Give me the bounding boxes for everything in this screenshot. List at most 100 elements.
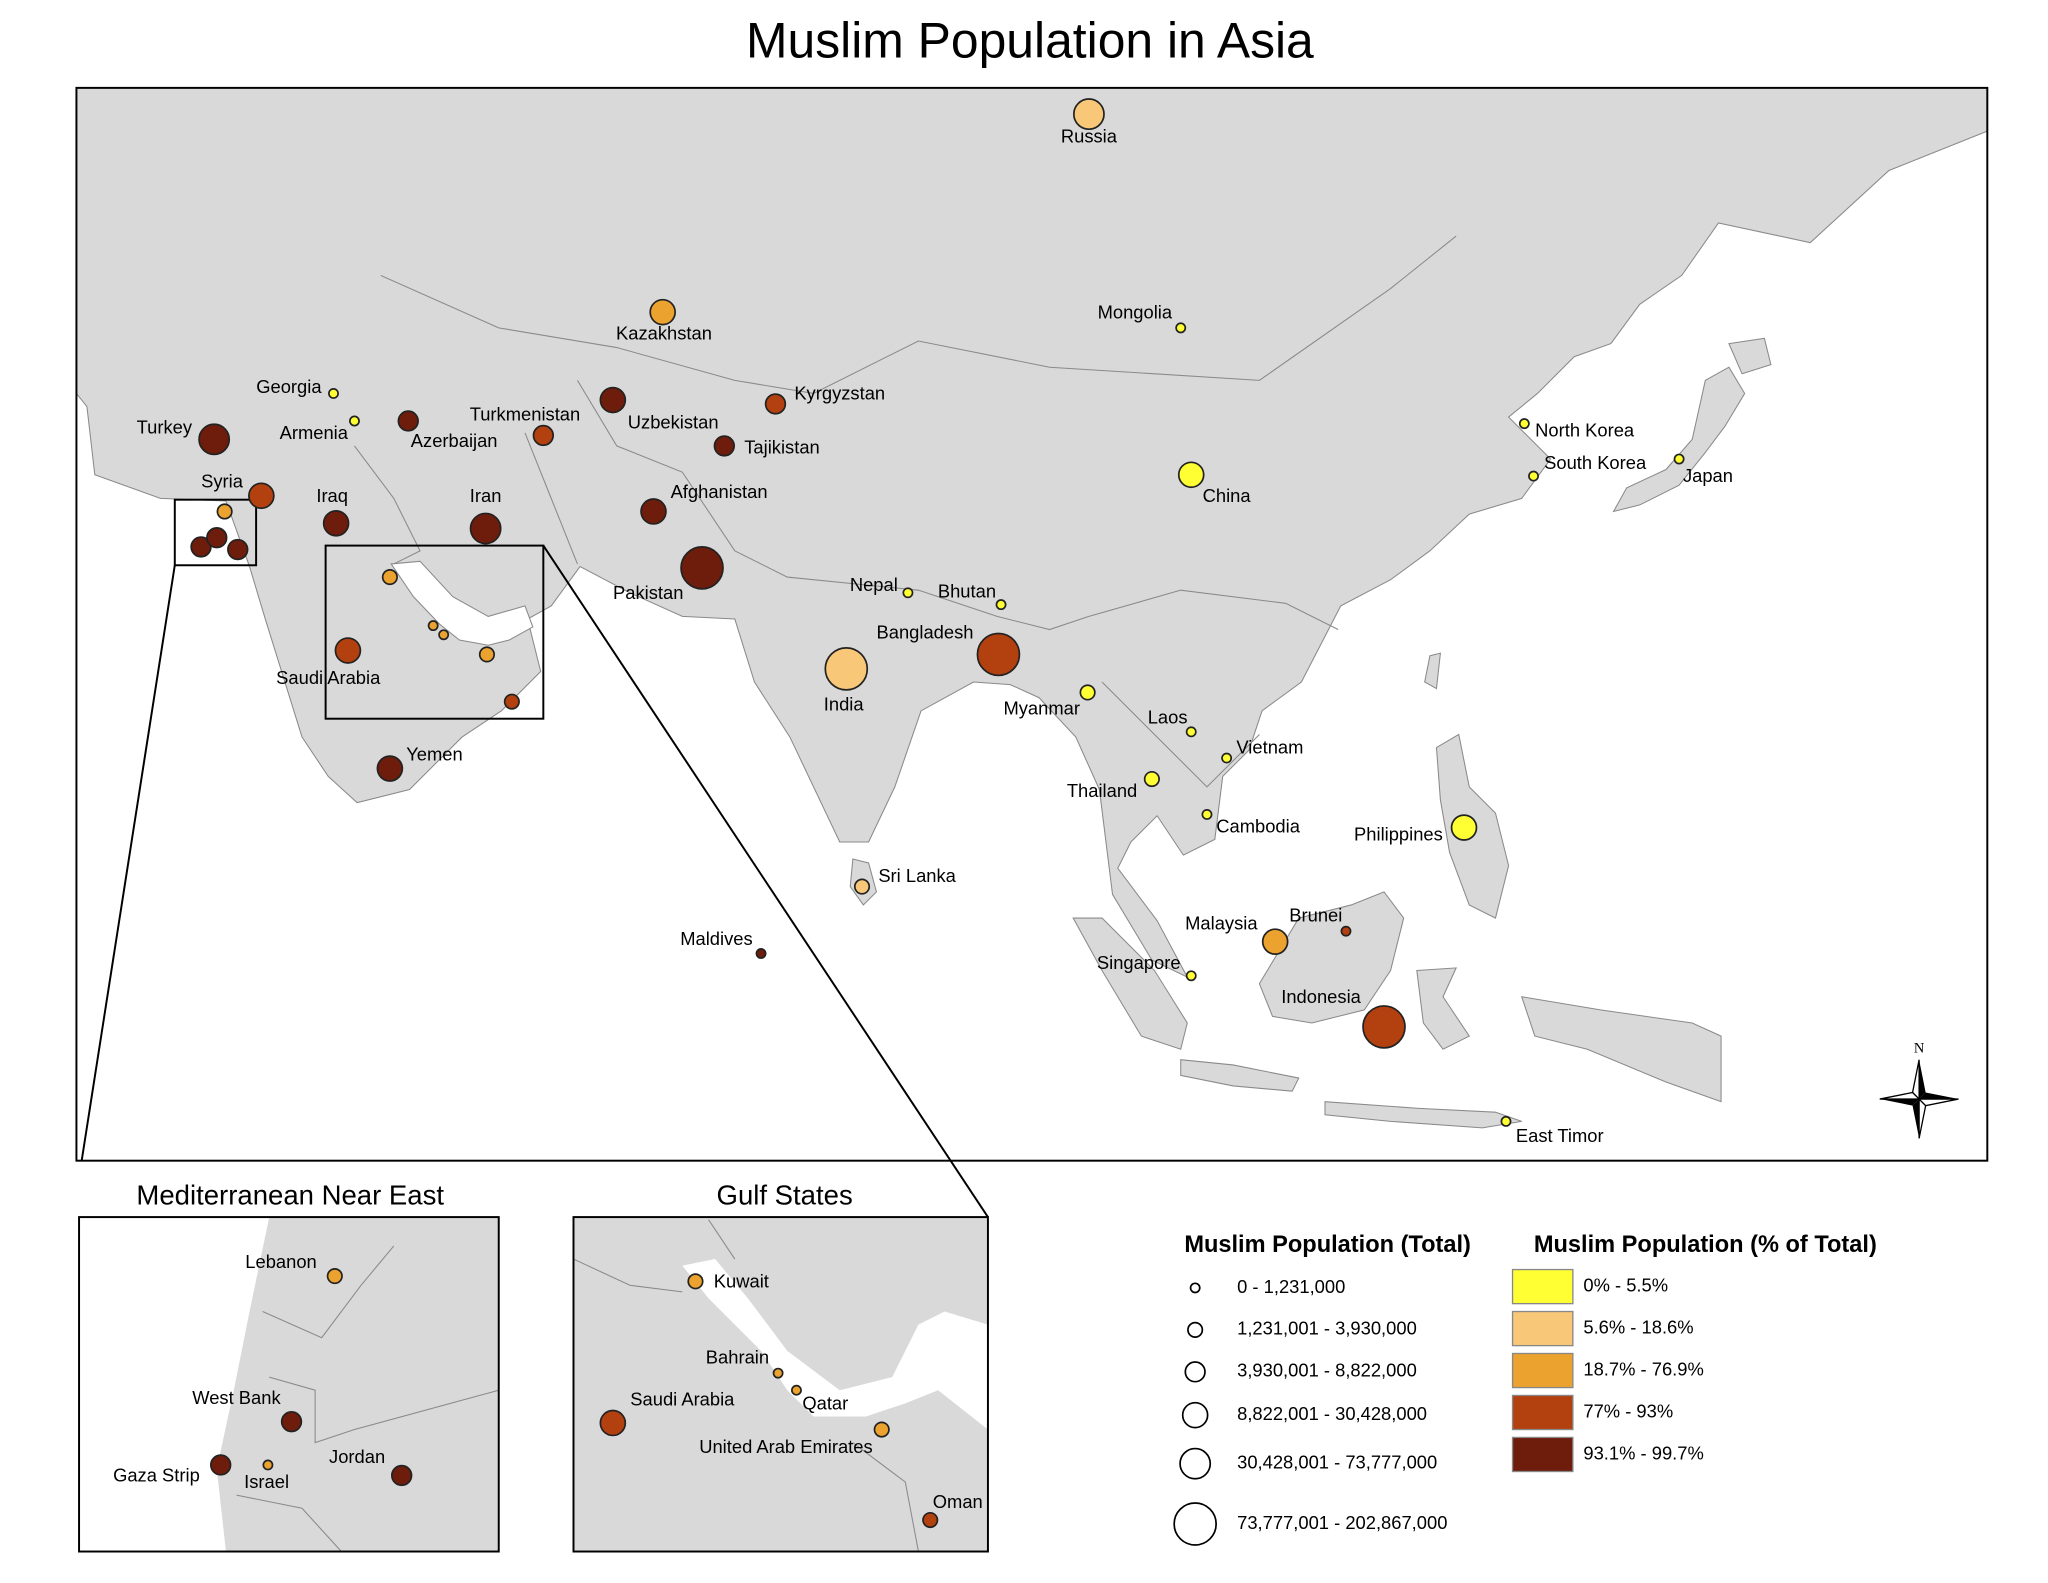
- border: [236, 1494, 342, 1552]
- sea: [79, 1217, 270, 1552]
- country-marker: [1450, 814, 1478, 841]
- country-marker: [599, 386, 627, 414]
- country-label: Bhutan: [938, 581, 996, 602]
- country-label: Kuwait: [714, 1271, 769, 1292]
- country-marker: [853, 878, 871, 895]
- country-marker: [902, 587, 914, 599]
- country-marker: [469, 512, 502, 545]
- leader-line: [80, 565, 176, 1161]
- compass-arrow: [1879, 1091, 1921, 1100]
- country-marker: [1221, 752, 1233, 764]
- country-marker: [1673, 453, 1685, 465]
- country-label: Israel: [244, 1471, 289, 1492]
- country-marker: [503, 693, 520, 710]
- country-marker: [427, 620, 439, 632]
- legend-swatch: [1511, 1268, 1574, 1305]
- sumatra: [1072, 917, 1188, 1050]
- country-marker: [599, 1409, 627, 1437]
- country-marker: [280, 1410, 303, 1433]
- country-marker: [1175, 322, 1187, 334]
- country-marker: [687, 1273, 704, 1290]
- country-label: Jordan: [329, 1446, 385, 1467]
- legend-swatch: [1511, 1394, 1574, 1431]
- legend-label: 3,930,001 - 8,822,000: [1237, 1360, 1417, 1381]
- country-label: Qatar: [802, 1392, 848, 1413]
- country-marker: [397, 410, 419, 432]
- country-marker: [216, 503, 233, 520]
- sulawesi: [1416, 967, 1471, 1050]
- compass-arrow: [1919, 1092, 1959, 1100]
- country-label: Uzbekistan: [628, 411, 719, 432]
- country-marker: [640, 498, 667, 525]
- country-label: Armenia: [280, 422, 349, 443]
- country-label: Brunei: [1289, 905, 1342, 926]
- country-label: West Bank: [192, 1387, 281, 1408]
- persian-gulf: [390, 560, 534, 646]
- country-label: Indonesia: [1281, 986, 1361, 1007]
- compass-arrow: [1879, 1099, 1920, 1106]
- country-marker: [995, 599, 1007, 611]
- borneo: [1258, 891, 1405, 1024]
- country-marker: [334, 637, 362, 664]
- country-marker: [1079, 684, 1096, 701]
- legend-label: 0 - 1,231,000: [1237, 1276, 1345, 1297]
- compass-arrow: [1912, 1099, 1920, 1139]
- border: [354, 445, 421, 565]
- border: [524, 432, 578, 565]
- legend-symbol: [1173, 1502, 1217, 1546]
- inset-title: Gulf States: [717, 1180, 853, 1211]
- country-label: Sri Lanka: [878, 865, 956, 886]
- country-marker: [1185, 970, 1197, 982]
- inset-frame: [78, 1216, 500, 1553]
- country-marker: [1261, 928, 1289, 955]
- country-label: Gaza Strip: [113, 1465, 200, 1486]
- leader-line: [542, 545, 989, 1218]
- country-label: Kyrgyzstan: [794, 383, 885, 404]
- compass-arrow: [1917, 1098, 1959, 1107]
- country-label: Philippines: [1354, 823, 1443, 844]
- country-marker: [1528, 470, 1539, 482]
- country-label: Mongolia: [1098, 301, 1173, 322]
- country-marker: [328, 388, 339, 399]
- country-marker: [1201, 809, 1213, 820]
- inset-map: Mediterranean Near East Lebanon West Bank…: [78, 1180, 500, 1553]
- country-marker: [680, 546, 724, 590]
- country-label: Maldives: [680, 928, 752, 949]
- japan: [1612, 366, 1746, 513]
- legend-label: 30,428,001 - 73,777,000: [1237, 1451, 1437, 1472]
- country-label: Lebanon: [245, 1251, 316, 1272]
- country-marker: [532, 424, 555, 447]
- compass: N: [1879, 1041, 1959, 1139]
- country-marker: [1143, 770, 1160, 788]
- inset-frame: [572, 1216, 989, 1553]
- legend-swatch: [1511, 1310, 1574, 1347]
- legend-label: 8,822,001 - 30,428,000: [1237, 1403, 1427, 1424]
- legend-swatch: [1511, 1352, 1574, 1389]
- legend-symbol: [1184, 1361, 1206, 1383]
- inset-box: [324, 544, 545, 720]
- country-label: Thailand: [1067, 780, 1137, 801]
- country-marker: [322, 509, 350, 537]
- country-marker: [227, 538, 249, 561]
- border: [852, 1442, 919, 1552]
- country-label: Saudi Arabia: [276, 667, 381, 688]
- country-marker: [190, 536, 212, 558]
- country-label: Cambodia: [1216, 815, 1300, 836]
- country-label: Vietnam: [1236, 737, 1303, 758]
- legend-swatch: [1511, 1436, 1574, 1473]
- compass-label: N: [1914, 1041, 1925, 1057]
- compass-arrow: [1919, 1059, 1926, 1100]
- country-marker: [649, 298, 676, 326]
- country-label: Turkmenistan: [470, 404, 581, 425]
- country-marker: [349, 415, 360, 427]
- map-frame: [75, 86, 1989, 1162]
- country-marker: [772, 1367, 784, 1379]
- country-marker: [1500, 1115, 1512, 1127]
- country-label: Tajikistan: [744, 436, 820, 457]
- country-label: Singapore: [1097, 952, 1181, 973]
- legend-symbol: [1189, 1282, 1201, 1294]
- country-marker: [713, 435, 736, 457]
- legend-label: 1,231,001 - 3,930,000: [1237, 1318, 1417, 1339]
- country-marker: [1185, 726, 1197, 738]
